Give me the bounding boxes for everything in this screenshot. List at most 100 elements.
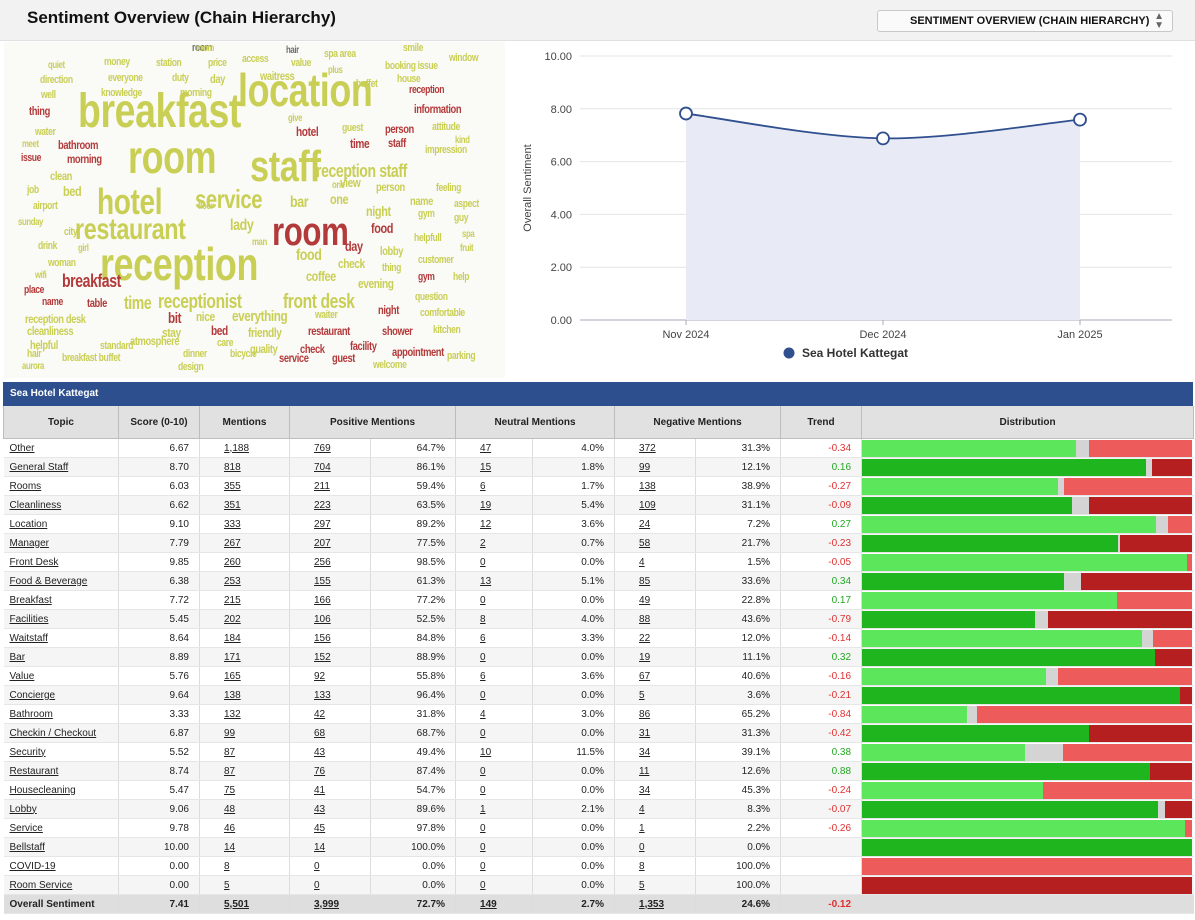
topic-link[interactable]: Bellstaff	[9, 841, 45, 853]
negative-count-link[interactable]: 19	[639, 651, 651, 663]
mentions-link[interactable]: 184	[224, 632, 241, 644]
neutral-count-link[interactable]: 0	[480, 594, 486, 606]
positive-count-link[interactable]: 76	[314, 765, 326, 777]
neutral-count-link[interactable]: 13	[480, 575, 492, 587]
mentions-link[interactable]: 333	[224, 518, 241, 530]
topic-link[interactable]: Security	[9, 746, 46, 758]
topic-link[interactable]: Value	[9, 670, 35, 682]
negative-count-link[interactable]: 88	[639, 613, 651, 625]
negative-count-link[interactable]: 34	[639, 784, 651, 796]
negative-count-link[interactable]: 372	[639, 442, 656, 454]
positive-count-link[interactable]: 45	[314, 822, 326, 834]
mentions-link[interactable]: 75	[224, 784, 236, 796]
neutral-count-link[interactable]: 0	[480, 784, 486, 796]
mentions-link[interactable]: 87	[224, 765, 236, 777]
neutral-count-link[interactable]: 0	[480, 765, 486, 777]
mentions-link[interactable]: 132	[224, 708, 241, 720]
mentions-link[interactable]: 355	[224, 480, 241, 492]
neutral-count-link[interactable]: 4	[480, 708, 486, 720]
positive-count-link[interactable]: 0	[314, 860, 320, 872]
mentions-link[interactable]: 215	[224, 594, 241, 606]
positive-count-link[interactable]: 92	[314, 670, 326, 682]
positive-count-link[interactable]: 43	[314, 746, 326, 758]
positive-count-link[interactable]: 42	[314, 708, 326, 720]
negative-count-link[interactable]: 0	[639, 841, 645, 853]
topic-link[interactable]: Location	[9, 518, 48, 530]
neutral-count-link[interactable]: 0	[480, 879, 486, 891]
negative-count-link[interactable]: 34	[639, 746, 651, 758]
col-negative[interactable]: Negative Mentions	[614, 406, 782, 439]
topic-link[interactable]: Lobby	[9, 803, 37, 815]
negative-count-link[interactable]: 31	[639, 727, 651, 739]
topic-link[interactable]: Restaurant	[9, 765, 59, 777]
mentions-link[interactable]: 48	[224, 803, 236, 815]
mentions-link[interactable]: 14	[224, 841, 236, 853]
mentions-link[interactable]: 5	[224, 879, 230, 891]
positive-count-link[interactable]: 166	[314, 594, 331, 606]
col-trend[interactable]: Trend	[780, 406, 863, 439]
neutral-count-link[interactable]: 19	[480, 499, 492, 511]
positive-count-link[interactable]: 43	[314, 803, 326, 815]
positive-count-link[interactable]: 155	[314, 575, 331, 587]
positive-count-link[interactable]: 211	[314, 480, 330, 492]
mentions-link[interactable]: 171	[224, 651, 241, 663]
view-select[interactable]: SENTIMENT OVERVIEW (CHAIN HIERARCHY) ▲ ▼	[877, 10, 1173, 32]
positive-count-link[interactable]: 41	[314, 784, 326, 796]
mentions-link[interactable]: 260	[224, 556, 241, 568]
negative-count-link[interactable]: 8	[639, 860, 645, 872]
neutral-count-link[interactable]: 6	[480, 670, 486, 682]
negative-count-link[interactable]: 58	[639, 537, 651, 549]
col-topic[interactable]: Topic	[3, 406, 119, 439]
positive-count-link[interactable]: 256	[314, 556, 331, 568]
topic-link[interactable]: Bathroom	[9, 708, 53, 720]
neutral-count-link[interactable]: 0	[480, 841, 486, 853]
neutral-count-link[interactable]: 0	[480, 651, 486, 663]
negative-count-link[interactable]: 22	[639, 632, 651, 644]
negative-count-link[interactable]: 109	[639, 499, 656, 511]
topic-link[interactable]: Checkin / Checkout	[9, 727, 97, 739]
positive-count-link[interactable]: 106	[314, 613, 331, 625]
topic-link[interactable]: Breakfast	[9, 594, 52, 606]
negative-count-link[interactable]: 86	[639, 708, 651, 720]
negative-count-link[interactable]: 49	[639, 594, 651, 606]
neutral-count-link[interactable]: 0	[480, 822, 486, 834]
positive-count-link[interactable]: 769	[314, 442, 331, 454]
mentions-link[interactable]: 8	[224, 860, 230, 872]
negative-count-link[interactable]: 85	[639, 575, 651, 587]
mentions-link[interactable]: 99	[224, 727, 236, 739]
topic-link[interactable]: Service	[9, 822, 43, 834]
positive-count-link[interactable]: 68	[314, 727, 326, 739]
topic-link[interactable]: Food & Beverage	[9, 575, 88, 587]
mentions-link[interactable]: 46	[224, 822, 236, 834]
mentions-link[interactable]: 87	[224, 746, 236, 758]
col-mentions[interactable]: Mentions	[199, 406, 290, 439]
neutral-count-link[interactable]: 12	[480, 518, 492, 530]
neutral-count-link[interactable]: 10	[480, 746, 492, 758]
mentions-link[interactable]: 1,188	[224, 442, 250, 454]
mentions-link[interactable]: 202	[224, 613, 241, 625]
positive-count-link[interactable]: 223	[314, 499, 331, 511]
positive-count-link[interactable]: 297	[314, 518, 331, 530]
topic-link[interactable]: Waitstaff	[9, 632, 48, 644]
neutral-count-link[interactable]: 6	[480, 480, 486, 492]
topic-link[interactable]: Room Service	[9, 879, 73, 891]
mentions-link[interactable]: 351	[224, 499, 241, 511]
negative-count-link[interactable]: 24	[639, 518, 651, 530]
col-score[interactable]: Score (0-10)	[118, 406, 200, 439]
negative-count-link[interactable]: 11	[639, 765, 650, 777]
mentions-link[interactable]: 818	[224, 461, 241, 473]
topic-link[interactable]: Cleanliness	[9, 499, 62, 511]
topic-link[interactable]: General Staff	[9, 461, 69, 473]
neutral-count-link[interactable]: 0	[480, 727, 486, 739]
topic-link[interactable]: Front Desk	[9, 556, 59, 568]
neutral-count-link[interactable]: 0	[480, 556, 486, 568]
mentions-link[interactable]: 253	[224, 575, 241, 587]
neutral-count-link[interactable]: 1	[480, 803, 486, 815]
topic-link[interactable]: Concierge	[9, 689, 56, 701]
positive-count-link[interactable]: 0	[314, 879, 320, 891]
negative-count-link[interactable]: 1	[639, 822, 645, 834]
col-positive[interactable]: Positive Mentions	[288, 406, 457, 439]
topic-link[interactable]: Manager	[9, 537, 49, 549]
neutral-count-link[interactable]: 15	[480, 461, 492, 473]
mentions-link[interactable]: 138	[224, 689, 241, 701]
